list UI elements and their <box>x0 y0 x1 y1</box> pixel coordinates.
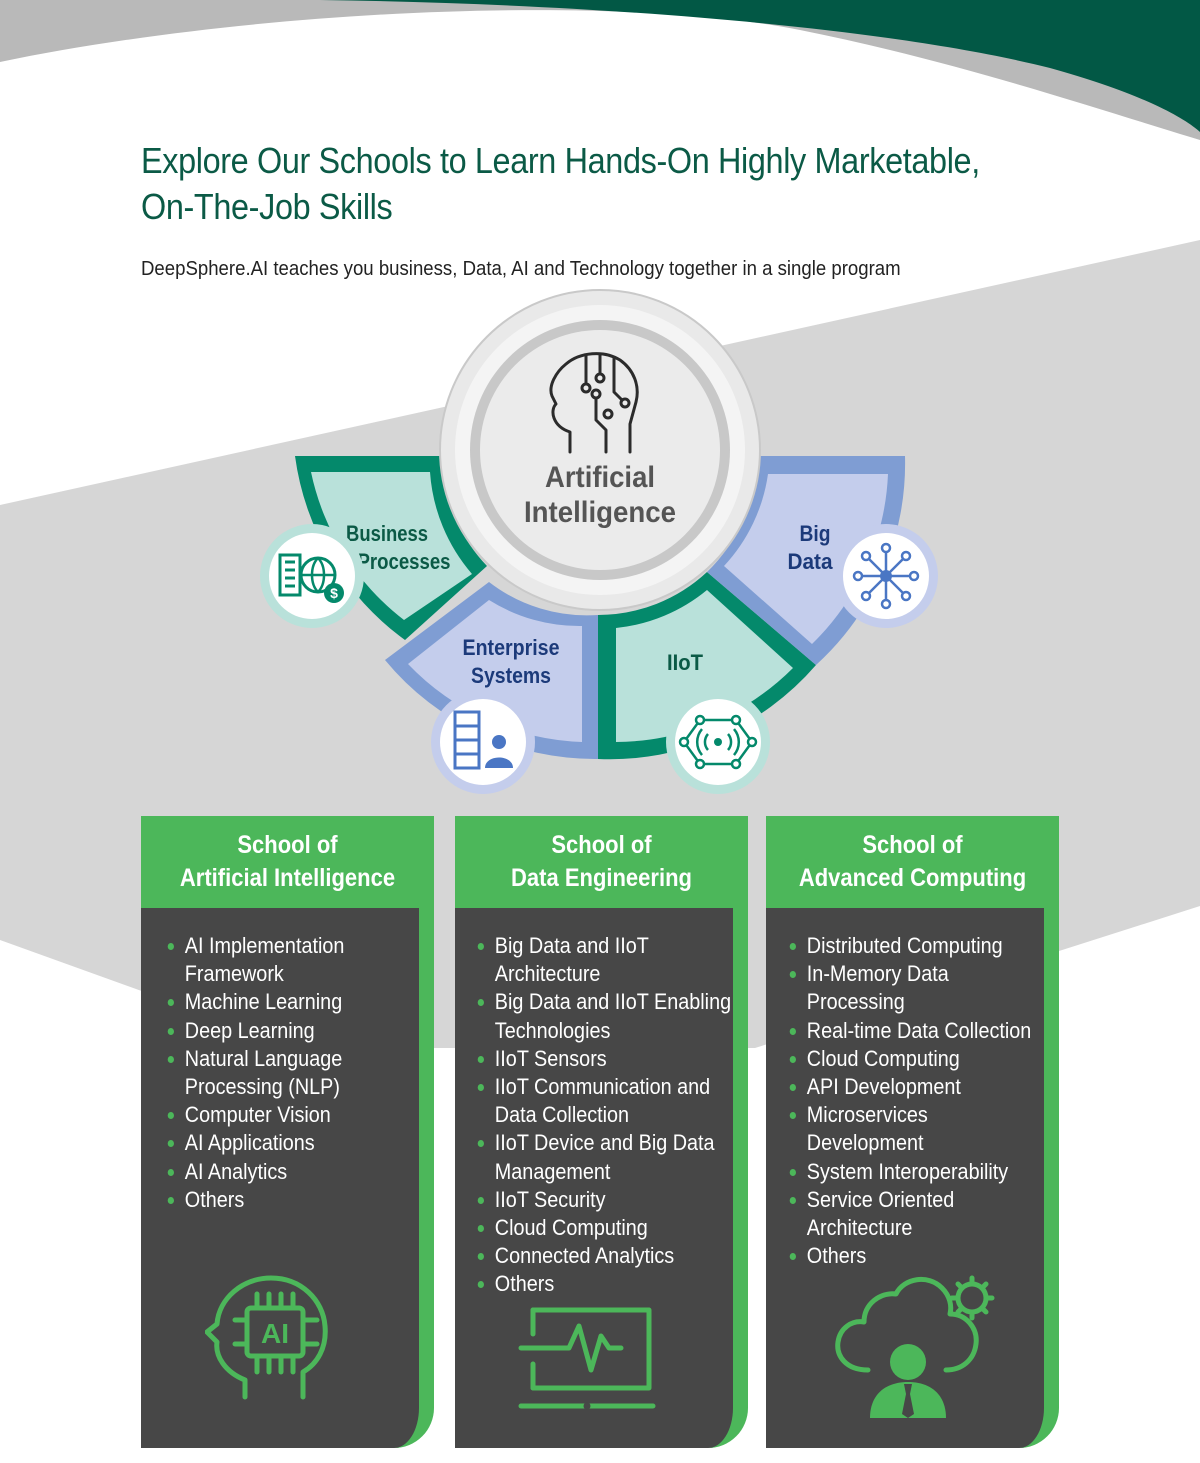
school-card-ac-list: Distributed Computing In-Memory Data Pro… <box>787 932 1039 1270</box>
business-globe-dollar-icon: $ <box>260 524 364 628</box>
enterprise-server-user-icon <box>431 690 535 794</box>
page-title: Explore Our Schools to Learn Hands-On Hi… <box>141 138 1005 230</box>
segment-label-business-line2: Processes <box>358 549 451 574</box>
list-item: Deep Learning <box>165 1017 428 1045</box>
list-item: Distributed Computing <box>787 932 1050 960</box>
school-card-ai-title-line2: Artificial Intelligence <box>179 864 396 892</box>
segment-label-enterprise-line2: Systems <box>471 663 551 688</box>
list-item: Others <box>475 1270 738 1298</box>
list-item: System Interoperability <box>787 1158 1050 1186</box>
list-item: IIoT Sensors <box>475 1045 738 1073</box>
school-card-ai-list: AI Implementation Framework Machine Lear… <box>165 932 417 1214</box>
svg-text:AI: AI <box>261 1318 289 1349</box>
school-card-ac-title-line1: School of <box>862 831 963 859</box>
list-item: Microservices Development <box>787 1101 1050 1157</box>
school-card-ac-body: Distributed Computing In-Memory Data Pro… <box>766 908 1059 1448</box>
list-item: Connected Analytics <box>475 1242 738 1270</box>
hub-label-line1: Artificial <box>545 461 655 494</box>
segment-business-processes <box>295 456 487 640</box>
segment-label-bigdata-line2: Data <box>788 549 834 574</box>
list-item: In-Memory Data Processing <box>787 960 1050 1016</box>
school-card-de-body: Big Data and IIoT Architecture Big Data … <box>455 908 748 1448</box>
hub-label-line2: Intelligence <box>524 496 676 529</box>
school-card-ai: School of Artificial Intelligence AI Imp… <box>141 816 434 1448</box>
segment-enterprise-systems <box>385 582 598 760</box>
list-item: Computer Vision <box>165 1101 428 1129</box>
list-item: Big Data and IIoT Architecture <box>475 932 738 988</box>
school-card-de-title-line2: Data Engineering <box>511 864 692 892</box>
list-item: AI Analytics <box>165 1158 428 1186</box>
svg-text:$: $ <box>330 585 338 601</box>
school-card-ai-body: AI Implementation Framework Machine Lear… <box>141 908 434 1448</box>
page-subtitle: DeepSphere.AI teaches you business, Data… <box>141 258 901 280</box>
list-item: Others <box>787 1242 1050 1270</box>
list-item: Natural Language Processing (NLP) <box>165 1045 428 1101</box>
list-item: Others <box>165 1186 428 1214</box>
school-card-de-title-line1: School of <box>551 831 652 859</box>
school-card-de-list: Big Data and IIoT Architecture Big Data … <box>475 932 731 1299</box>
segment-label-enterprise-line1: Enterprise <box>463 635 560 660</box>
segment-label-bigdata-line1: Big <box>800 521 831 546</box>
list-item: Cloud Computing <box>787 1045 1050 1073</box>
list-item: Machine Learning <box>165 988 428 1016</box>
list-item: IIoT Device and Big Data Management <box>475 1129 738 1185</box>
segment-label-business-line1: Business <box>346 521 428 546</box>
cloud-user-gear-icon <box>835 1275 995 1418</box>
ai-chip-head-icon: AI <box>205 1275 328 1400</box>
hub-circle <box>439 289 761 611</box>
list-item: API Development <box>787 1073 1050 1101</box>
page-title-line-1: Explore Our Schools to Learn Hands-On Hi… <box>141 140 980 181</box>
school-card-data-engineering: School of Data Engineering Big Data and … <box>455 816 748 1448</box>
monitor-pulse-icon <box>518 1307 656 1410</box>
school-card-de-header: School of Data Engineering <box>455 816 748 908</box>
list-item: IIoT Communication and Data Collection <box>475 1073 738 1129</box>
segment-iiot <box>598 572 816 760</box>
school-card-advanced-computing: School of Advanced Computing Distributed… <box>766 816 1059 1448</box>
list-item: Real-time Data Collection <box>787 1017 1050 1045</box>
list-item: IIoT Security <box>475 1186 738 1214</box>
list-item: AI Implementation Framework <box>165 932 428 988</box>
school-card-ai-header: School of Artificial Intelligence <box>141 816 434 908</box>
school-card-ac-title-line2: Advanced Computing <box>798 864 1027 892</box>
list-item: Service Oriented Architecture <box>787 1186 1050 1242</box>
list-item: Big Data and IIoT Enabling Technologies <box>475 988 738 1044</box>
big-data-network-icon <box>834 524 938 628</box>
school-card-ac-header: School of Advanced Computing <box>766 816 1059 908</box>
list-item: Cloud Computing <box>475 1214 738 1242</box>
school-card-ai-title-line1: School of <box>237 831 338 859</box>
list-item: AI Applications <box>165 1129 428 1157</box>
ai-head-circuit-icon <box>549 352 639 454</box>
page-title-line-2: On-The-Job Skills <box>141 186 393 227</box>
iiot-network-signal-icon <box>666 690 770 794</box>
segment-label-iiot: IIoT <box>667 650 704 675</box>
